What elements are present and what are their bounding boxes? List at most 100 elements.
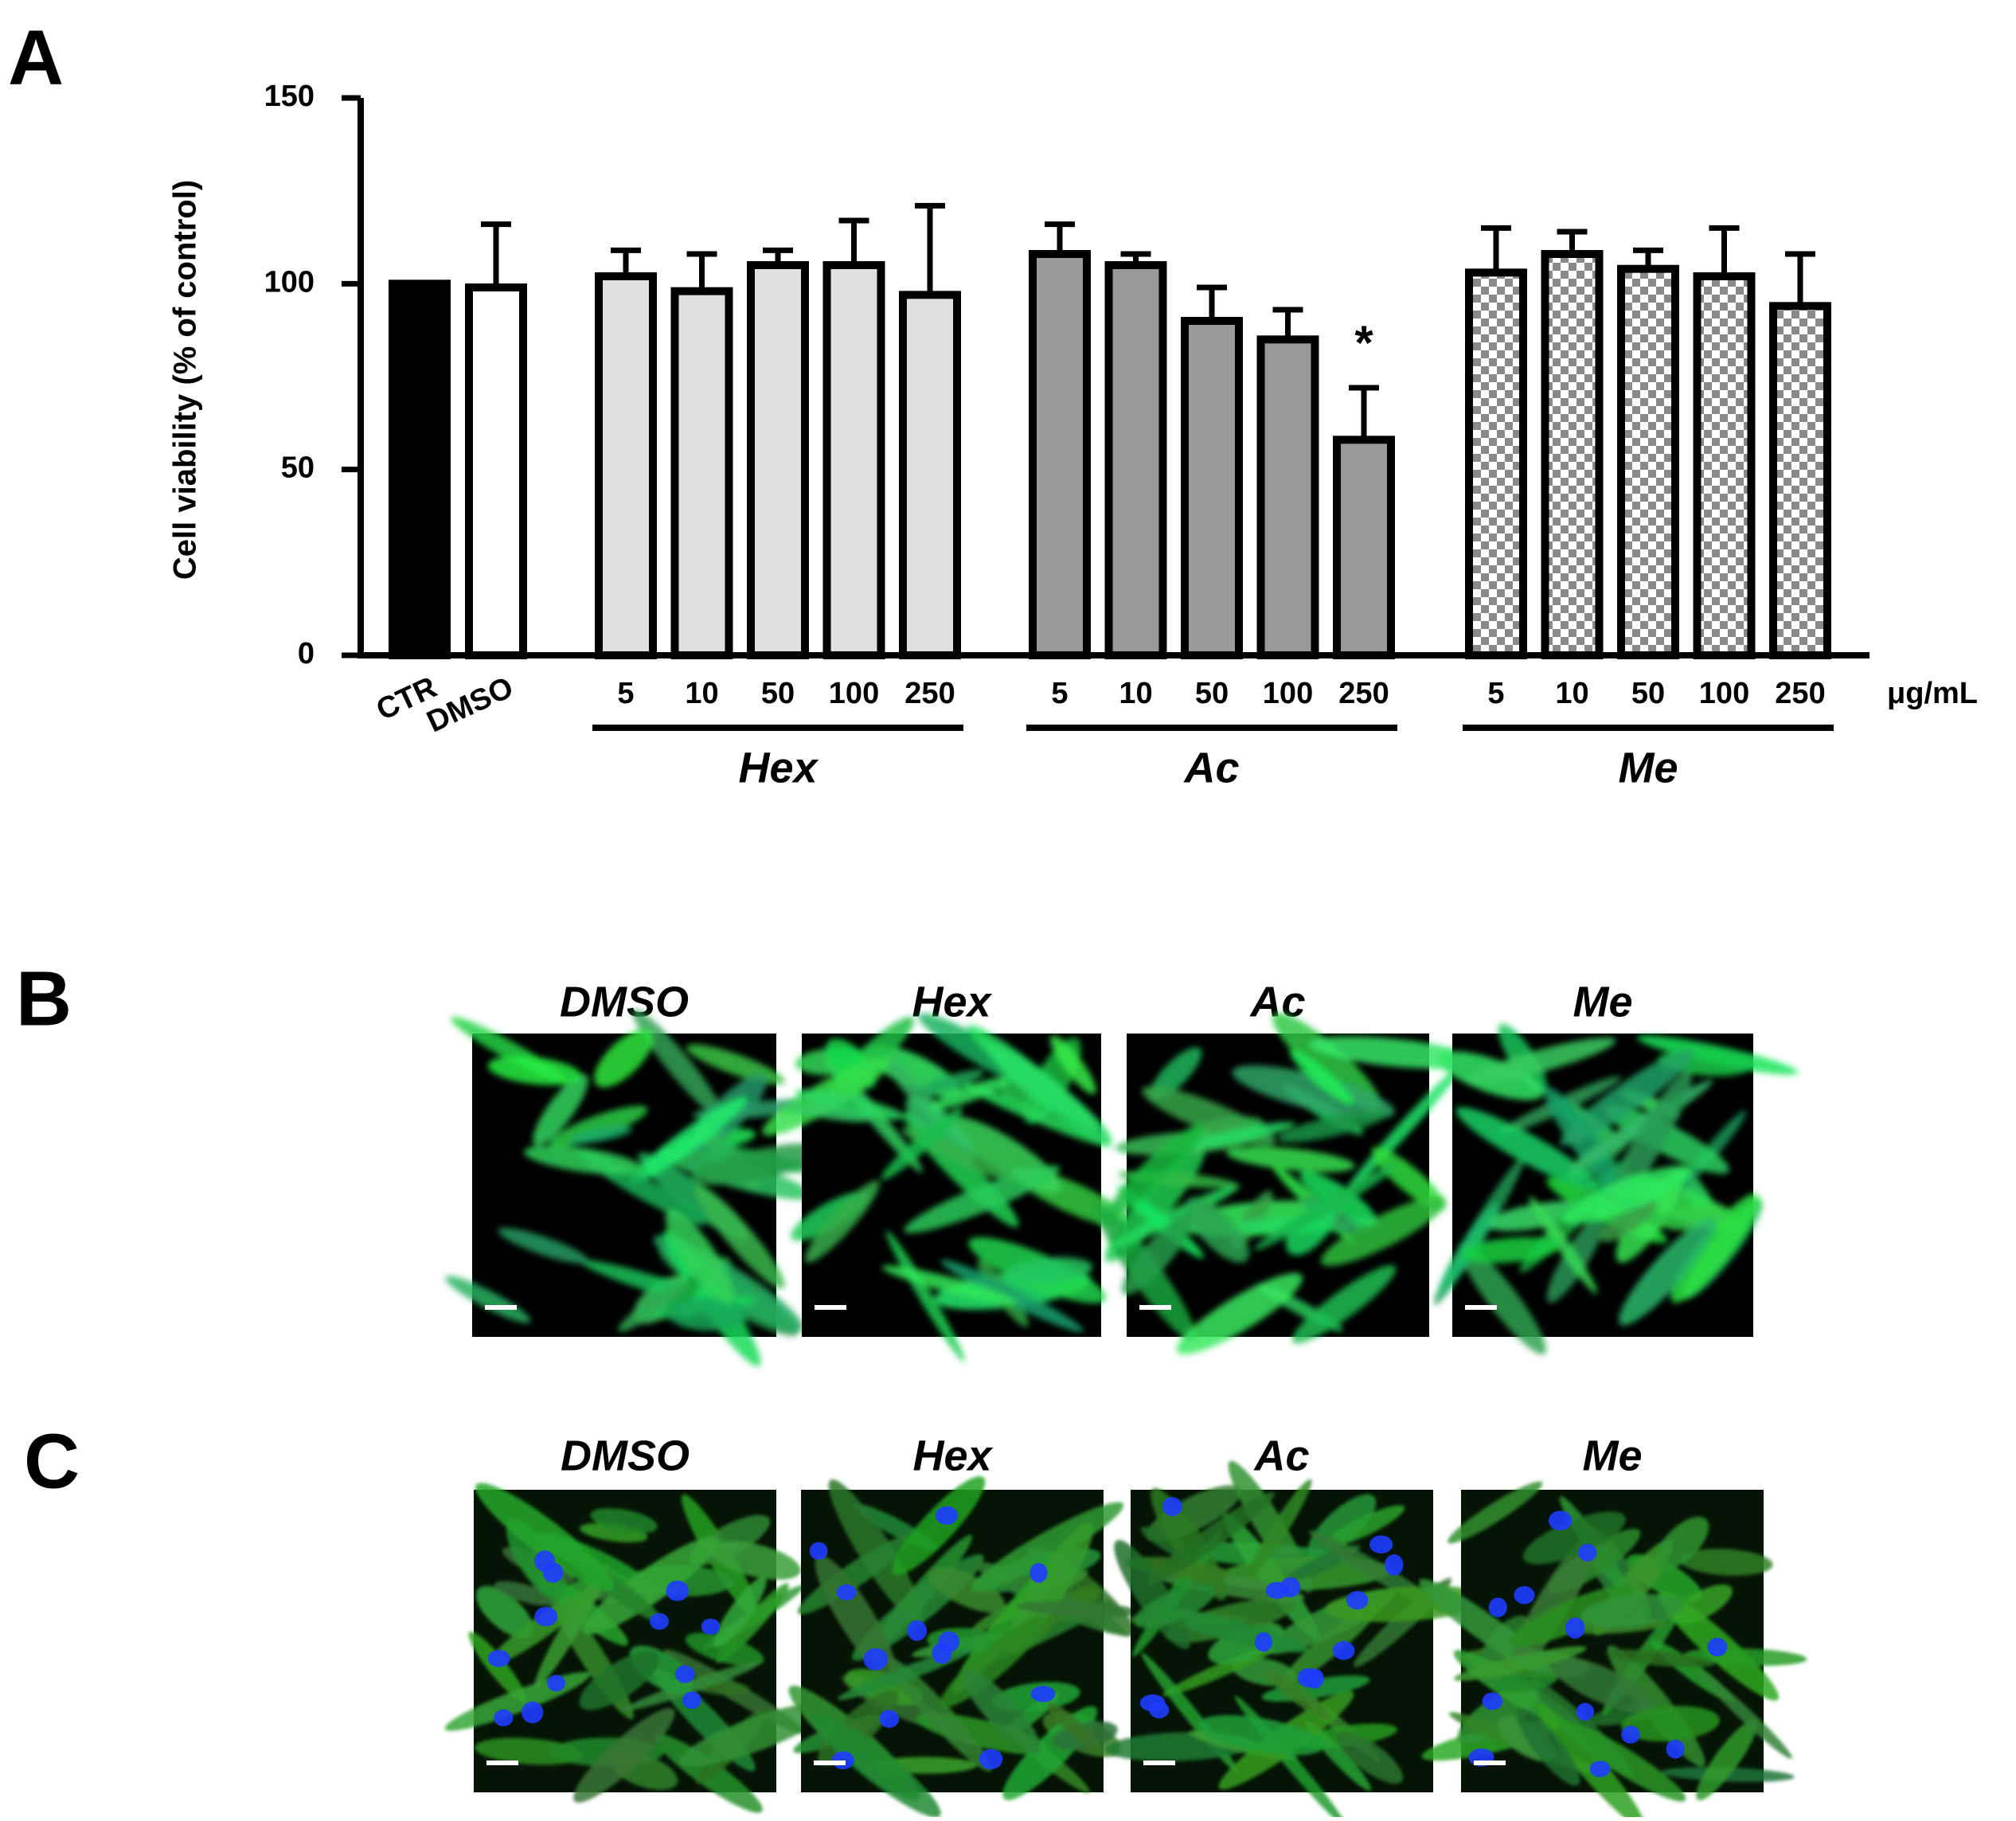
cell xyxy=(1455,1107,1598,1189)
bar xyxy=(1693,272,1756,659)
cell xyxy=(582,1536,719,1635)
nucleus xyxy=(547,1674,566,1692)
y-tick-label: 50 xyxy=(281,451,315,485)
x-tick-label: 250 xyxy=(904,677,955,710)
cell xyxy=(533,1073,588,1146)
nucleus xyxy=(1369,1535,1393,1553)
nucleus xyxy=(1149,1702,1170,1719)
cell xyxy=(713,1577,767,1648)
nucleus xyxy=(809,1542,828,1561)
cell xyxy=(1679,1549,1773,1576)
scale-bar xyxy=(1474,1760,1506,1765)
cells xyxy=(762,1013,1133,1362)
micrograph xyxy=(788,1476,1141,1818)
cells xyxy=(445,1009,827,1366)
nucleus xyxy=(666,1581,690,1601)
x-tick-label: 100 xyxy=(1263,677,1313,710)
cell xyxy=(1494,1671,1558,1692)
nucleus xyxy=(863,1648,889,1671)
nucleus xyxy=(494,1709,514,1727)
cells xyxy=(1433,1023,1799,1355)
cell xyxy=(1560,1720,1686,1802)
x-tick-label: 100 xyxy=(829,677,879,710)
cell xyxy=(618,1280,688,1332)
cell xyxy=(1696,1719,1758,1800)
cell xyxy=(881,1265,1018,1305)
cell xyxy=(1561,1165,1694,1225)
cell xyxy=(986,1044,1112,1144)
cell xyxy=(690,1143,827,1186)
nucleus xyxy=(1280,1577,1301,1598)
cell xyxy=(1046,1702,1100,1750)
bar xyxy=(670,287,733,659)
nucleus xyxy=(1565,1617,1585,1639)
nucleus xyxy=(534,1606,558,1627)
cell xyxy=(961,1668,1041,1754)
cell xyxy=(928,1567,1005,1613)
cell xyxy=(1122,1213,1194,1295)
cell xyxy=(1698,1671,1792,1759)
nucleus xyxy=(522,1701,544,1724)
cell xyxy=(1225,1146,1355,1172)
cells xyxy=(788,1476,1141,1818)
cell xyxy=(1459,1242,1546,1355)
cell xyxy=(632,1009,724,1119)
bar xyxy=(1541,250,1604,659)
micrograph xyxy=(1096,1013,1479,1354)
cell xyxy=(1544,1086,1635,1209)
nucleus xyxy=(1514,1586,1535,1604)
cell xyxy=(1336,1730,1404,1784)
y-tick-label: 150 xyxy=(264,80,315,113)
x-tick-label: 5 xyxy=(1487,677,1504,710)
cell xyxy=(1655,1516,1709,1570)
cell xyxy=(1621,1706,1720,1741)
panel-label: C xyxy=(24,1418,80,1505)
nucleus xyxy=(1482,1692,1503,1710)
cell xyxy=(1320,1196,1447,1266)
x-tick-label: 50 xyxy=(1195,677,1229,710)
cells xyxy=(1105,1460,1490,1821)
cell xyxy=(1289,1049,1354,1105)
scale-bar xyxy=(1465,1305,1497,1310)
cell xyxy=(594,1029,654,1088)
nucleus xyxy=(534,1550,556,1572)
cell xyxy=(629,1096,748,1184)
bar xyxy=(1617,264,1679,659)
x-tick-label: 50 xyxy=(761,677,795,710)
nucleus xyxy=(1332,1641,1355,1660)
cell xyxy=(1254,1163,1400,1251)
cell xyxy=(929,1077,1012,1110)
nucleus xyxy=(1384,1554,1404,1576)
cell xyxy=(667,1297,748,1331)
panel-label: A xyxy=(8,14,64,101)
bar xyxy=(1333,436,1395,659)
scale-bar xyxy=(485,1305,517,1310)
nucleus xyxy=(1029,1562,1048,1583)
cell xyxy=(1015,1600,1141,1618)
nucleus xyxy=(487,1650,510,1667)
nucleus xyxy=(1576,1702,1595,1721)
bar xyxy=(899,291,961,659)
scale-bar xyxy=(815,1305,846,1310)
cell xyxy=(959,1081,1112,1147)
bar xyxy=(1769,302,1831,659)
cells xyxy=(1419,1481,1807,1821)
x-tick-label: 5 xyxy=(1051,677,1068,710)
cell xyxy=(710,1541,801,1580)
cell xyxy=(1309,1036,1479,1069)
cell xyxy=(1198,1714,1325,1756)
image-title: Ac xyxy=(1252,1432,1309,1479)
cell xyxy=(1461,1237,1561,1264)
nucleus xyxy=(935,1506,959,1525)
bar xyxy=(1256,335,1319,659)
group-label: Me xyxy=(1618,744,1678,791)
nucleus xyxy=(1578,1543,1597,1562)
cell xyxy=(475,1585,533,1639)
x-tick-label: 250 xyxy=(1775,677,1825,710)
bar xyxy=(1465,268,1527,659)
cell xyxy=(1272,1013,1382,1111)
scale-bar xyxy=(486,1760,518,1765)
cell xyxy=(1606,1649,1714,1668)
cell xyxy=(1291,1264,1397,1344)
